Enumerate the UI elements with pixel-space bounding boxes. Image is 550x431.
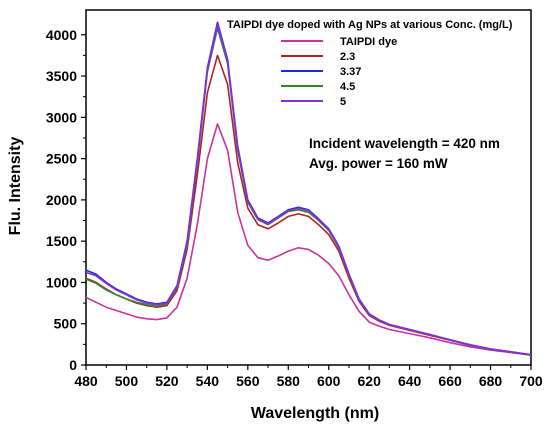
y-tick-label: 2500 xyxy=(46,151,77,167)
x-tick-label: 500 xyxy=(115,373,139,389)
legend-label: 4.5 xyxy=(340,81,355,93)
legend-label: 3.37 xyxy=(340,66,361,78)
y-tick-label: 3500 xyxy=(46,68,77,84)
y-tick-label: 500 xyxy=(54,316,78,332)
x-tick-label: 480 xyxy=(74,373,98,389)
annotation-avg-power: Avg. power = 160 mW xyxy=(309,156,448,171)
plot-area-frame xyxy=(85,9,532,366)
y-axis-title: Flu. Intensity xyxy=(7,137,24,236)
x-tick-label: 700 xyxy=(519,373,543,389)
legend-label: 5 xyxy=(340,96,346,108)
axes-layer: 480 500 520 540 560 580 600 620 640 660 680 700 0 500… xyxy=(46,27,543,389)
x-tick-label: 520 xyxy=(155,373,179,389)
y-tick-label: 1500 xyxy=(46,233,77,249)
x-tick-label: 660 xyxy=(438,373,462,389)
x-tick-label: 640 xyxy=(398,373,422,389)
x-tick-label: 560 xyxy=(236,373,260,389)
series-line xyxy=(85,123,532,356)
y-tick-label: 4000 xyxy=(46,27,77,43)
annotation-incident-wavelength: Incident wavelength = 420 nm xyxy=(309,136,500,151)
legend-label: TAIPDI dye xyxy=(340,36,397,48)
x-axis-title: Wavelength (nm) xyxy=(251,405,379,422)
y-tick-label: 3000 xyxy=(46,109,77,125)
series-line xyxy=(85,24,532,356)
series-layer xyxy=(85,21,532,356)
y-tick-label: 0 xyxy=(69,357,77,373)
x-tick-label: 540 xyxy=(196,373,220,389)
x-tick-label: 680 xyxy=(479,373,503,389)
legend-title: TAIPDI dye doped with Ag NPs at various … xyxy=(227,19,513,31)
y-tick-label: 1000 xyxy=(46,274,77,290)
legend: TAIPDI dye doped with Ag NPs at various … xyxy=(227,19,513,108)
x-tick-label: 620 xyxy=(358,373,382,389)
x-tick-label: 600 xyxy=(317,373,341,389)
legend-label: 2.3 xyxy=(340,51,355,63)
y-tick-label: 2000 xyxy=(46,192,77,208)
series-line xyxy=(85,27,532,356)
x-tick-label: 580 xyxy=(277,373,301,389)
